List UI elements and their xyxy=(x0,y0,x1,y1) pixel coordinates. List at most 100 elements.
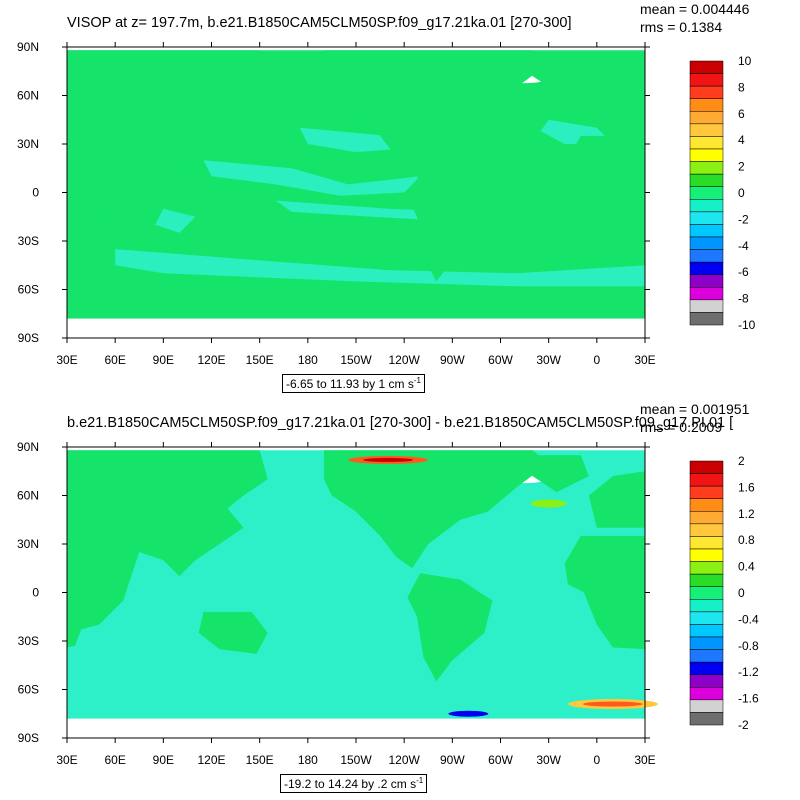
colorbar-bin xyxy=(689,699,724,713)
colorbar-bin xyxy=(689,73,724,87)
land-mass xyxy=(198,611,268,654)
colorbar-bin xyxy=(689,173,724,187)
land-mass xyxy=(198,211,268,254)
x-tick-label: 0 xyxy=(593,353,600,367)
top-map xyxy=(67,50,645,338)
colorbar-label: 1.6 xyxy=(738,480,755,494)
colorbar-label: -1.2 xyxy=(738,665,759,679)
colorbar-bin xyxy=(689,299,724,313)
bottom-colorbar: 2 1.6 1.2 0.8 0.4 0 -0.4 -0.8 -1.2 -1.6 -2 xyxy=(689,454,759,732)
colorbar-label: -0.8 xyxy=(738,639,759,653)
y-tick-label: 90N xyxy=(17,40,39,54)
x-tick-label: 30W xyxy=(536,353,561,367)
x-tick-label: 30E xyxy=(56,753,77,767)
anomaly-band xyxy=(115,249,645,287)
top-mean: mean = 0.004446 xyxy=(640,1,750,17)
x-tick-label: 30E xyxy=(634,753,655,767)
y-tick-label: 60S xyxy=(18,283,39,297)
top-map-svg: 30E 60E 90E 120E 150E 180 150W 120W 90W 60W 30W 0 30… xyxy=(17,40,756,367)
colorbar-label: 6 xyxy=(738,107,745,121)
colorbar-label: 4 xyxy=(738,133,745,147)
x-tick-label: 0 xyxy=(593,753,600,767)
y-tick-label: 90N xyxy=(17,440,39,454)
colorbar-bin xyxy=(689,123,724,137)
colorbar-bin xyxy=(689,523,724,537)
colorbar-bin xyxy=(689,624,724,638)
colorbar-label: 2 xyxy=(738,454,745,468)
anomaly-band xyxy=(203,160,421,196)
colorbar-bin xyxy=(689,136,724,150)
x-tick-label: 120E xyxy=(197,753,225,767)
colorbar-bin xyxy=(689,60,724,74)
x-tick-label: 60W xyxy=(488,753,513,767)
y-tick-label: 90S xyxy=(18,331,39,345)
y-tick-label: 30S xyxy=(18,634,39,648)
colorbar-bin xyxy=(689,561,724,575)
bottom-panel: b.e21.B1850CAM5CLM50SP.f09_g17.21ka.01 [… xyxy=(0,400,800,800)
colorbar-bin xyxy=(689,536,724,550)
colorbar-bin xyxy=(689,649,724,663)
y-tick-label: 60N xyxy=(17,89,39,103)
top-title: VISOP at z= 197.7m, b.e21.B1850CAM5CLM50… xyxy=(67,15,572,31)
x-tick-label: 180 xyxy=(298,353,318,367)
x-tick-label: 120E xyxy=(197,353,225,367)
colorbar-bin xyxy=(689,712,724,726)
y-tick-label: 90S xyxy=(18,731,39,745)
colorbar-bin xyxy=(689,586,724,600)
y-tick-label: 60N xyxy=(17,489,39,503)
colorbar-bin xyxy=(689,111,724,125)
colorbar-bin xyxy=(689,661,724,675)
colorbar-label: -10 xyxy=(738,318,756,332)
map-missing-south xyxy=(67,318,645,338)
colorbar-bin xyxy=(689,548,724,562)
top-range-note: -6.65 to 11.93 by 1 cm s-1 xyxy=(282,374,425,393)
top-range-text: -6.65 to 11.93 by 1 cm s xyxy=(286,377,414,391)
x-tick-label: 30W xyxy=(536,753,561,767)
colorbar-bin xyxy=(689,249,724,263)
x-tick-label: 60W xyxy=(488,353,513,367)
x-tick-label: 90W xyxy=(440,353,465,367)
colorbar-bin xyxy=(689,687,724,701)
colorbar-bin xyxy=(689,199,724,213)
y-tick-label: 0 xyxy=(32,586,39,600)
colorbar-label: -1.6 xyxy=(738,692,759,706)
colorbar-label: 8 xyxy=(738,80,745,94)
x-tick-label: 120W xyxy=(388,353,420,367)
colorbar-bin xyxy=(689,274,724,288)
colorbar-bin xyxy=(689,312,724,326)
x-tick-label: 30E xyxy=(634,353,655,367)
bottom-axes: 30E 60E 90E 120E 150E 180 150W 120W 90W 60W 30W 0 30… xyxy=(17,440,656,767)
hotspot-arctic-core xyxy=(363,457,414,462)
colorbar-bin xyxy=(689,460,724,474)
land-mass xyxy=(524,455,589,493)
colorbar-bin xyxy=(689,224,724,238)
colorbar-bin xyxy=(689,161,724,175)
colorbar-bin xyxy=(689,485,724,499)
x-tick-label: 150W xyxy=(340,353,372,367)
colorbar-bin xyxy=(689,636,724,650)
y-tick-label: 30S xyxy=(18,234,39,248)
colorbar-bin xyxy=(689,148,724,162)
colorbar-bin xyxy=(689,186,724,200)
colorbar-bin xyxy=(689,261,724,275)
colorbar-label: 1.2 xyxy=(738,507,755,521)
colorbar-label: -2 xyxy=(738,718,749,732)
colorbar-bin xyxy=(689,674,724,688)
colorbar-bin xyxy=(689,511,724,525)
top-colorbar: 10 8 6 4 2 0 -2 -4 -6 -8 -10 xyxy=(689,54,756,332)
land-mass xyxy=(323,50,549,169)
hotspot-antarctic-core xyxy=(582,701,643,707)
colorbar-label: -2 xyxy=(738,212,749,226)
land-mass xyxy=(323,450,549,569)
x-tick-label: 90E xyxy=(153,753,174,767)
x-tick-label: 180 xyxy=(298,753,318,767)
land-mass xyxy=(407,173,493,282)
bottom-map-svg: 30E 60E 90E 120E 150E 180 150W 120W 90W 60W 30W 0 30… xyxy=(17,440,759,767)
bottom-range-sup: -1 xyxy=(416,776,424,785)
colorbar-label: 10 xyxy=(738,54,752,68)
x-tick-label: 30E xyxy=(56,353,77,367)
map-missing-south xyxy=(67,718,645,738)
colorbar-bin xyxy=(689,211,724,225)
bottom-mean: mean = 0.001951 xyxy=(640,401,750,417)
y-tick-label: 30N xyxy=(17,537,39,551)
